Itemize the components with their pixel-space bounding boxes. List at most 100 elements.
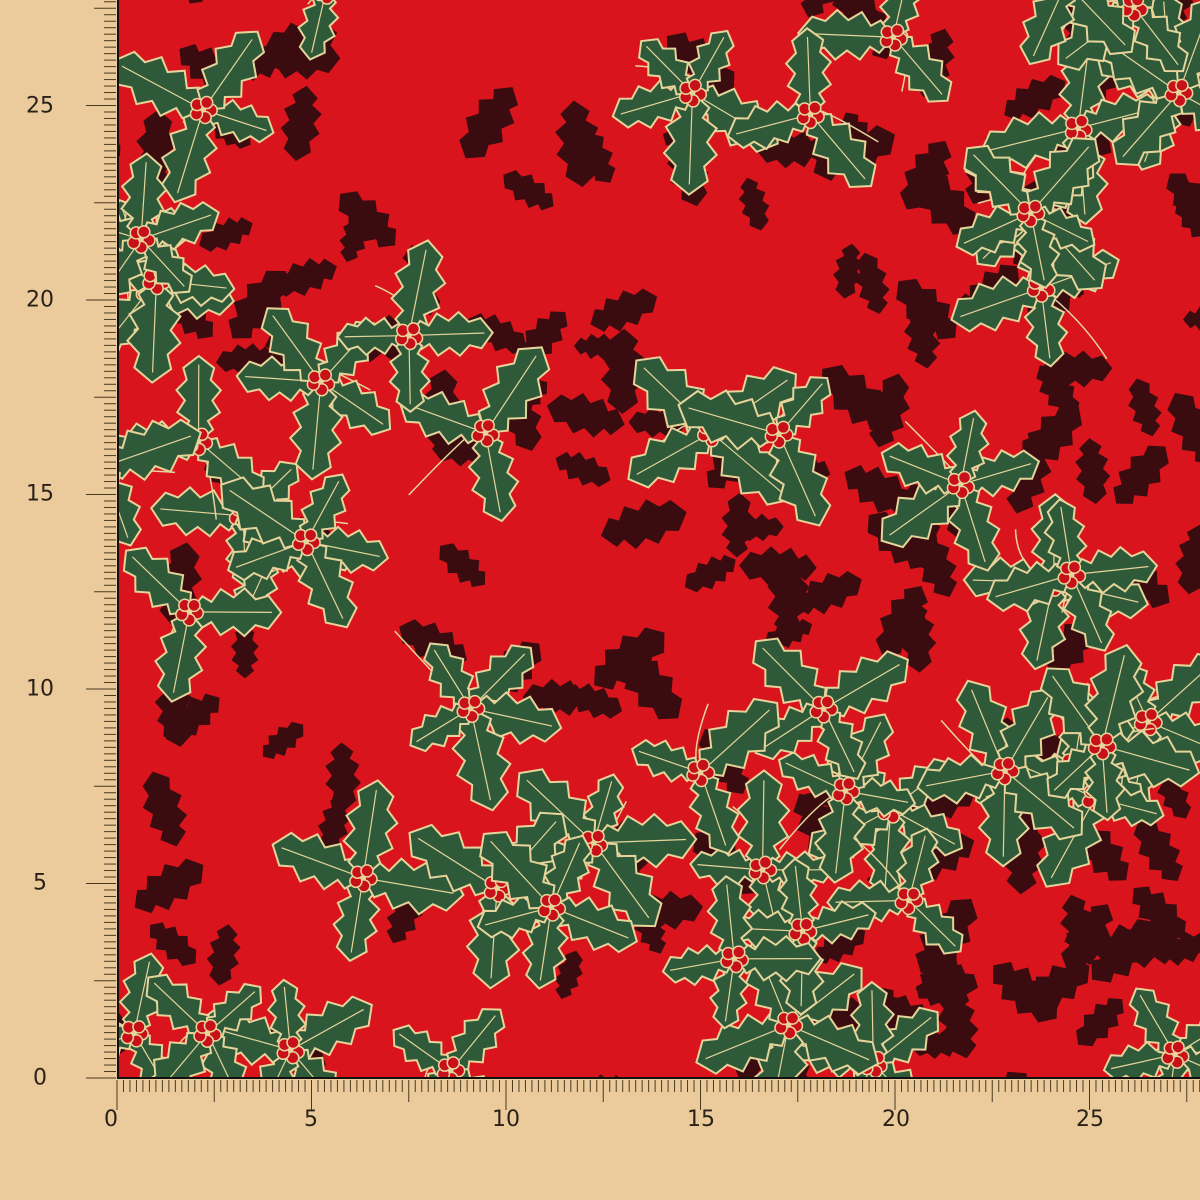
holly-cluster	[119, 30, 275, 204]
holly-cluster	[1039, 643, 1200, 822]
leaf-vein	[140, 238, 185, 287]
shadow-leaf	[916, 953, 959, 999]
leaf-vein	[688, 92, 694, 185]
holly-leaf	[1173, 1045, 1200, 1077]
leaf-vein	[490, 840, 552, 908]
holly-cluster	[119, 152, 220, 309]
leaf-vein	[119, 466, 129, 538]
leaf-vein	[1032, 0, 1067, 57]
holly-leaf	[447, 1068, 510, 1077]
leaf-vein	[788, 1024, 870, 1061]
holly-berry	[286, 1035, 300, 1050]
holly-stem	[119, 468, 176, 474]
leaf-vein	[960, 463, 1032, 486]
holly-berry	[591, 829, 605, 843]
shadow-leaf	[767, 554, 810, 636]
holly-cluster	[985, 498, 1159, 652]
leaf-vein	[121, 65, 204, 111]
leaf-vein	[526, 779, 595, 844]
x-label-0: 0	[104, 1107, 118, 1132]
shadow-leaf	[280, 85, 322, 162]
holly-berry	[799, 917, 814, 931]
shadow-leaf	[325, 742, 361, 811]
holly-berry	[776, 420, 791, 435]
holly-berry	[132, 1020, 146, 1034]
leaf-vein	[177, 109, 204, 194]
holly-berry	[481, 418, 495, 433]
shadow-leaf	[1076, 998, 1124, 1047]
leaf-vein	[362, 877, 454, 894]
holly-cluster	[955, 137, 1101, 290]
holly-berry	[137, 225, 151, 239]
shadow-leaf	[1024, 959, 1090, 1013]
holly-cluster	[677, 376, 832, 527]
holly-cluster	[726, 857, 877, 1016]
holly-berry	[446, 1056, 460, 1070]
leaf-vein	[833, 1063, 874, 1077]
holly-cluster	[119, 952, 179, 1077]
shadow-leaf	[1153, 931, 1200, 966]
holly-leaf	[878, 0, 925, 39]
shadow-leaf	[937, 986, 979, 1059]
leaf-vein	[788, 973, 855, 1026]
x-label-25: 25	[1076, 1107, 1104, 1132]
shadow-leaf	[1060, 894, 1101, 965]
leaf-vein	[990, 127, 1079, 151]
leaf-vein	[770, 1024, 790, 1077]
holly-leaf	[1177, 83, 1200, 151]
shadow-leaf	[590, 288, 658, 332]
x-label-5: 5	[304, 1107, 318, 1132]
holly-berry	[1067, 560, 1082, 575]
shadow-leaf	[1004, 74, 1066, 121]
x-label-20: 20	[882, 1107, 910, 1132]
y-label-15: 15	[26, 481, 54, 507]
leaf-vein	[705, 1024, 789, 1060]
x-label-10: 10	[492, 1107, 520, 1132]
shadow-leaf	[594, 627, 665, 690]
holly-berry	[957, 470, 972, 485]
holly-berry	[890, 23, 905, 38]
shadow-leaf	[1036, 365, 1080, 417]
shadow-leaf	[1128, 378, 1162, 437]
leaf-vein	[362, 789, 377, 878]
holly-cluster	[630, 697, 780, 855]
holly-cluster	[916, 679, 1084, 868]
shadow-leaf	[854, 252, 890, 314]
shadow-leaf	[273, 257, 337, 297]
shadow-leaf	[554, 950, 583, 999]
holly-berry	[203, 1019, 218, 1033]
shadow-leaf	[134, 858, 204, 914]
leaf-vein	[809, 114, 866, 180]
holly-cluster	[1102, 987, 1200, 1077]
holly-berry	[360, 864, 374, 878]
holly-cluster	[122, 546, 283, 703]
holly-berry	[1100, 732, 1114, 746]
holly-cluster	[394, 630, 563, 812]
y-label-25: 25	[26, 93, 54, 119]
holly-berry	[906, 887, 921, 901]
shadow-leaf	[503, 170, 554, 211]
holly-cluster	[752, 637, 909, 781]
shadow-leaf	[206, 924, 241, 986]
holly-berry	[820, 695, 835, 709]
leaf-vein	[778, 433, 816, 517]
holly-berry	[1175, 78, 1189, 93]
leaf-vein	[281, 847, 364, 879]
shadow-leaf	[546, 393, 625, 438]
holly-berry	[548, 893, 562, 907]
leaf-vein	[1147, 663, 1200, 723]
shadow-leaf	[684, 554, 736, 593]
holly-berry	[688, 78, 702, 93]
leaf-vein	[1133, 6, 1179, 66]
shadow-leaf	[1167, 392, 1200, 465]
shadow-leaf	[800, 0, 845, 18]
holly-berry	[808, 101, 822, 115]
holly-berry	[758, 855, 773, 870]
holly-berry	[187, 598, 201, 613]
shadow-leaf	[1040, 350, 1113, 388]
y-label-5: 5	[33, 870, 47, 896]
leaf-vein	[761, 780, 765, 870]
holly-berry	[468, 694, 482, 709]
leaf-vein	[151, 280, 158, 373]
leaf-vein	[593, 842, 650, 919]
